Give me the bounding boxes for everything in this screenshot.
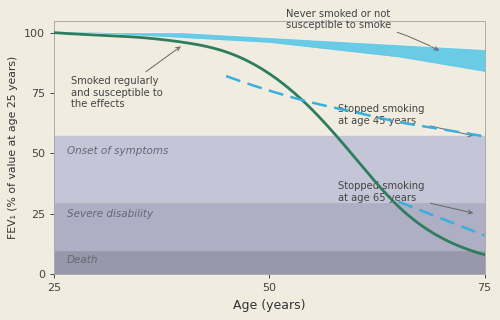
Bar bbox=[54, 250, 484, 274]
Text: Smoked regularly
and susceptible to
the effects: Smoked regularly and susceptible to the … bbox=[71, 47, 180, 109]
Text: Severe disability: Severe disability bbox=[67, 209, 153, 219]
X-axis label: Age (years): Age (years) bbox=[233, 299, 306, 312]
Text: Death: Death bbox=[67, 255, 98, 265]
Text: Onset of symptoms: Onset of symptoms bbox=[67, 146, 168, 156]
Text: Stopped smoking
at age 45 years: Stopped smoking at age 45 years bbox=[338, 104, 472, 137]
Text: Stopped smoking
at age 65 years: Stopped smoking at age 65 years bbox=[338, 181, 472, 214]
Text: Never smoked or not
susceptible to smoke: Never smoked or not susceptible to smoke bbox=[286, 9, 438, 50]
Bar bbox=[54, 202, 484, 250]
Y-axis label: FEV₁ (% of value at age 25 years): FEV₁ (% of value at age 25 years) bbox=[8, 56, 18, 239]
Bar bbox=[54, 136, 484, 202]
